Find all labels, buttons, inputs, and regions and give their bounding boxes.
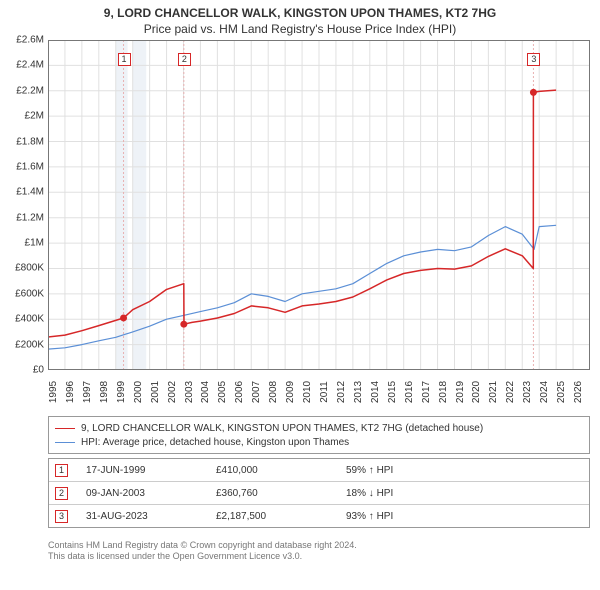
y-tick-label: £2.2M xyxy=(16,85,44,96)
x-tick-label: 1997 xyxy=(82,381,93,403)
x-tick-label: 2023 xyxy=(522,381,533,403)
footer-line-2: This data is licensed under the Open Gov… xyxy=(48,551,590,562)
event-delta: 59% ↑ HPI xyxy=(346,465,583,476)
x-tick-label: 2014 xyxy=(370,381,381,403)
x-tick-label: 2026 xyxy=(573,381,584,403)
event-badge: 2 xyxy=(55,487,68,500)
x-tick-label: 2012 xyxy=(336,381,347,403)
legend-label: HPI: Average price, detached house, King… xyxy=(81,437,349,448)
chart-title: 9, LORD CHANCELLOR WALK, KINGSTON UPON T… xyxy=(0,0,600,20)
y-tick-label: £1.6M xyxy=(16,161,44,172)
y-tick-label: £0 xyxy=(33,365,44,376)
legend: 9, LORD CHANCELLOR WALK, KINGSTON UPON T… xyxy=(48,416,590,454)
x-tick-label: 2016 xyxy=(404,381,415,403)
plot-svg xyxy=(48,40,590,370)
legend-swatch xyxy=(55,428,75,429)
x-tick-label: 2006 xyxy=(234,381,245,403)
x-tick-label: 1999 xyxy=(116,381,127,403)
y-tick-label: £2M xyxy=(25,111,44,122)
x-tick-label: 2011 xyxy=(319,381,330,403)
y-tick-label: £2.4M xyxy=(16,60,44,71)
event-marker-1: 1 xyxy=(118,53,131,66)
x-tick-label: 1998 xyxy=(99,381,110,403)
legend-label: 9, LORD CHANCELLOR WALK, KINGSTON UPON T… xyxy=(81,423,483,434)
event-badge: 3 xyxy=(55,510,68,523)
y-tick-label: £2.6M xyxy=(16,35,44,46)
y-tick-label: £1.4M xyxy=(16,187,44,198)
x-tick-label: 2000 xyxy=(133,381,144,403)
event-price: £360,760 xyxy=(216,488,346,499)
x-tick-label: 2001 xyxy=(150,381,161,403)
event-price: £410,000 xyxy=(216,465,346,476)
y-tick-label: £1.2M xyxy=(16,212,44,223)
x-tick-label: 2022 xyxy=(505,381,516,403)
x-tick-label: 2002 xyxy=(167,381,178,403)
x-tick-label: 2005 xyxy=(217,381,228,403)
x-tick-label: 1995 xyxy=(48,381,59,403)
y-tick-label: £800K xyxy=(15,263,44,274)
price-chart: £0£200K£400K£600K£800K£1M£1.2M£1.4M£1.6M… xyxy=(48,40,590,370)
chart-subtitle: Price paid vs. HM Land Registry's House … xyxy=(0,20,600,40)
legend-item: 9, LORD CHANCELLOR WALK, KINGSTON UPON T… xyxy=(55,421,583,435)
legend-item: HPI: Average price, detached house, King… xyxy=(55,435,583,449)
events-table: 1 17-JUN-1999£410,00059% ↑ HPI 2 09-JAN-200… xyxy=(48,458,590,528)
legend-swatch xyxy=(55,442,75,443)
y-tick-label: £1M xyxy=(25,238,44,249)
x-tick-label: 2010 xyxy=(302,381,313,403)
x-tick-label: 2017 xyxy=(421,381,432,403)
x-tick-label: 2015 xyxy=(387,381,398,403)
x-tick-label: 2025 xyxy=(556,381,567,403)
event-delta: 93% ↑ HPI xyxy=(346,511,583,522)
event-date: 17-JUN-1999 xyxy=(86,465,216,476)
x-tick-label: 2007 xyxy=(251,381,262,403)
x-tick-label: 2020 xyxy=(471,381,482,403)
y-tick-label: £1.8M xyxy=(16,136,44,147)
footer-attribution: Contains HM Land Registry data © Crown c… xyxy=(48,540,590,563)
y-tick-label: £600K xyxy=(15,288,44,299)
x-tick-label: 2009 xyxy=(285,381,296,403)
event-badge: 1 xyxy=(55,464,68,477)
event-row: 3 31-AUG-2023£2,187,50093% ↑ HPI xyxy=(49,504,589,527)
y-tick-label: £400K xyxy=(15,314,44,325)
x-tick-label: 2018 xyxy=(438,381,449,403)
x-tick-label: 2021 xyxy=(488,381,499,403)
event-marker-2: 2 xyxy=(178,53,191,66)
x-tick-label: 2004 xyxy=(200,381,211,403)
x-tick-label: 1996 xyxy=(65,381,76,403)
event-delta: 18% ↓ HPI xyxy=(346,488,583,499)
x-tick-label: 2008 xyxy=(268,381,279,403)
event-date: 09-JAN-2003 xyxy=(86,488,216,499)
event-row: 1 17-JUN-1999£410,00059% ↑ HPI xyxy=(49,459,589,481)
x-tick-label: 2019 xyxy=(455,381,466,403)
footer-line-1: Contains HM Land Registry data © Crown c… xyxy=(48,540,590,551)
x-tick-label: 2024 xyxy=(539,381,550,403)
x-tick-label: 2003 xyxy=(184,381,195,403)
event-date: 31-AUG-2023 xyxy=(86,511,216,522)
event-marker-3: 3 xyxy=(527,53,540,66)
event-price: £2,187,500 xyxy=(216,511,346,522)
event-row: 2 09-JAN-2003£360,76018% ↓ HPI xyxy=(49,481,589,504)
y-tick-label: £200K xyxy=(15,339,44,350)
x-tick-label: 2013 xyxy=(353,381,364,403)
